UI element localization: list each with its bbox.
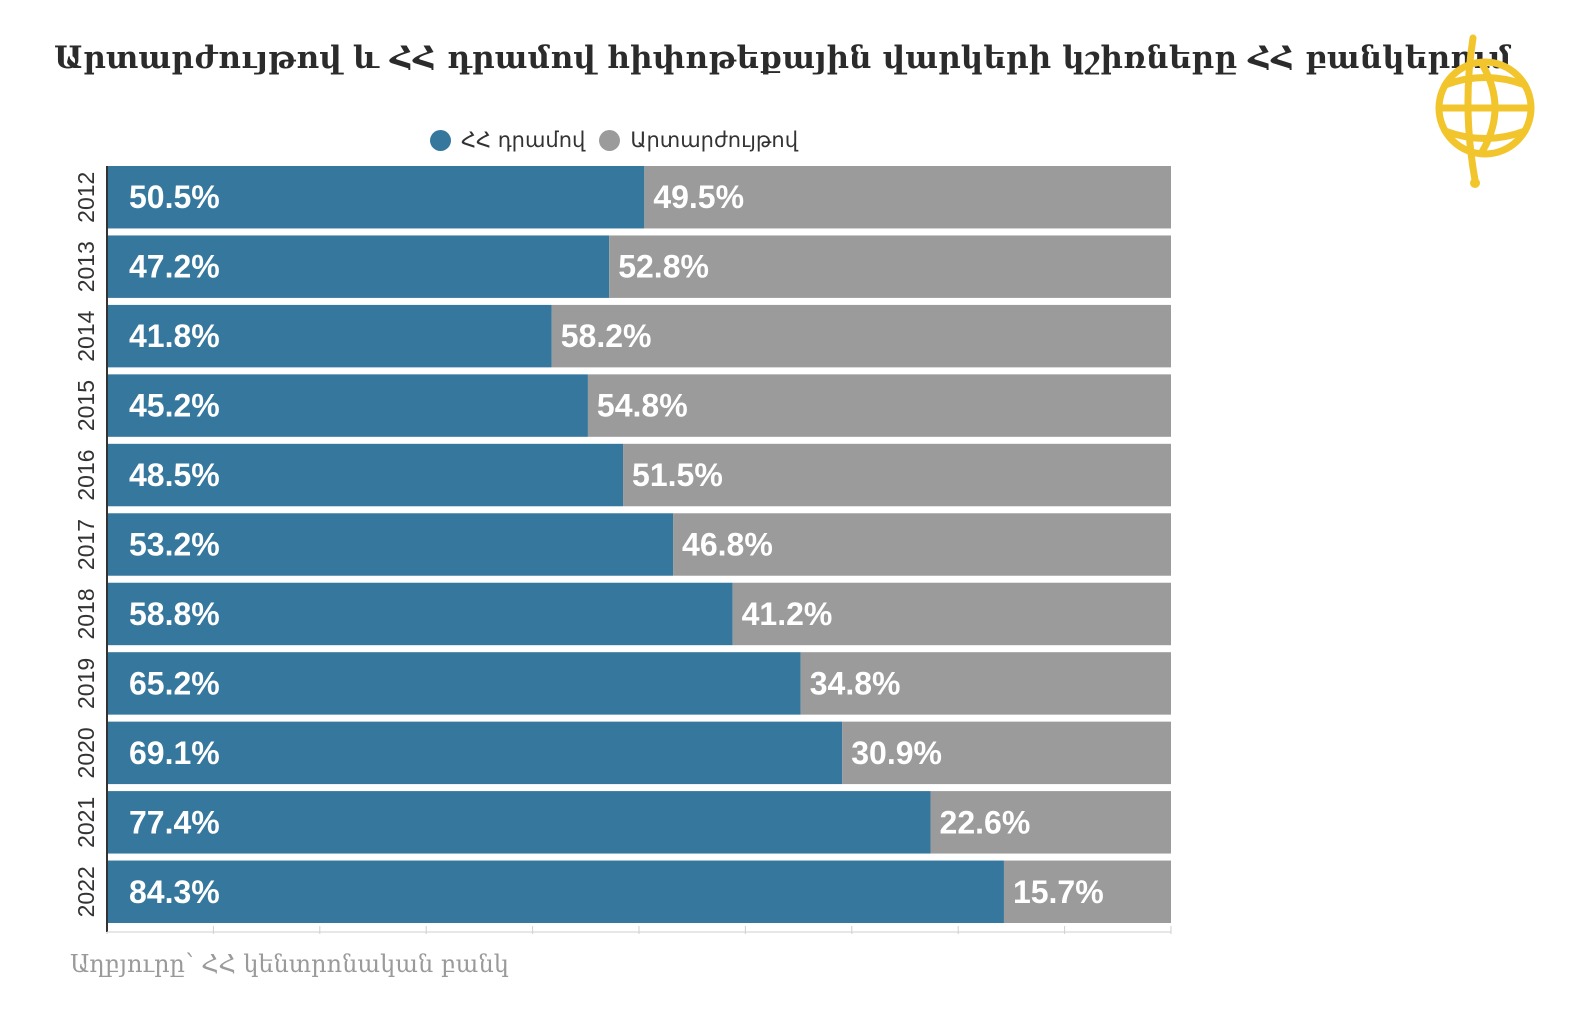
bar-fx-2021	[930, 791, 1171, 854]
bar-fx-2012	[644, 166, 1171, 229]
bar-amd-2021	[107, 791, 931, 854]
y-tick-label-2018: 2018	[73, 588, 99, 639]
data-label-amd-2018: 58.8%	[129, 596, 220, 632]
bar-amd-2018	[107, 582, 733, 646]
bar-amd-2015	[107, 374, 588, 437]
data-label-amd-2013: 47.2%	[129, 249, 220, 285]
bar-fx-2019	[800, 652, 1171, 715]
y-tick-label-2022: 2022	[73, 866, 99, 917]
legend-swatch-amd	[430, 129, 451, 151]
bar-fx-2015	[587, 374, 1171, 437]
y-tick-label-2021: 2021	[73, 797, 99, 848]
legend: ՀՀ դրամով Արտարժույթով	[430, 128, 812, 152]
globe-logo-icon	[1435, 34, 1535, 188]
data-label-fx-2012: 49.5%	[653, 179, 744, 215]
bar-fx-2018	[732, 582, 1171, 646]
data-label-fx-2022: 15.7%	[1013, 874, 1104, 910]
data-label-amd-2017: 53.2%	[129, 527, 220, 563]
bar-amd-2012	[107, 166, 645, 229]
data-label-fx-2014: 58.2%	[561, 318, 652, 354]
bar-amd-2014	[107, 304, 552, 368]
data-label-fx-2015: 54.8%	[597, 388, 688, 424]
data-label-fx-2021: 22.6%	[940, 804, 1031, 840]
source-note: Աղբյուրը՝ ՀՀ կենտրոնական բանկ	[70, 950, 509, 978]
data-label-amd-2015: 45.2%	[129, 388, 220, 424]
y-tick-label-2015: 2015	[73, 380, 99, 431]
y-tick-label-2016: 2016	[73, 449, 99, 500]
y-tick-label-2012: 2012	[73, 172, 99, 223]
bar-fx-2014	[551, 304, 1171, 368]
data-label-amd-2021: 77.4%	[129, 804, 220, 840]
data-label-fx-2018: 41.2%	[742, 596, 833, 632]
y-tick-label-2019: 2019	[73, 658, 99, 709]
bar-fx-2013	[609, 235, 1171, 298]
y-tick-label-2013: 2013	[73, 241, 99, 292]
data-label-amd-2019: 65.2%	[129, 665, 220, 701]
legend-label-amd: ՀՀ դրամով	[461, 128, 586, 152]
data-label-amd-2020: 69.1%	[129, 735, 220, 771]
y-tick-label-2014: 2014	[73, 310, 99, 361]
data-label-fx-2017: 46.8%	[682, 527, 773, 563]
bar-amd-2020	[107, 721, 843, 785]
chart-title: Արտարժույթով և ՀՀ դրամով հիփոթեքային վար…	[54, 40, 1512, 76]
data-label-amd-2012: 50.5%	[129, 179, 220, 215]
legend-item-fx: Արտարժույթով	[599, 128, 798, 152]
data-label-fx-2013: 52.8%	[618, 249, 709, 285]
data-label-amd-2016: 48.5%	[129, 457, 220, 493]
bar-amd-2019	[107, 652, 801, 715]
bar-fx-2020	[842, 721, 1171, 785]
bar-amd-2013	[107, 235, 610, 298]
data-label-amd-2014: 41.8%	[129, 318, 220, 354]
data-label-fx-2016: 51.5%	[632, 457, 723, 493]
data-label-amd-2022: 84.3%	[129, 874, 220, 910]
bar-fx-2022	[1003, 860, 1171, 923]
bar-fx-2016	[623, 443, 1171, 507]
data-label-fx-2020: 30.9%	[851, 735, 942, 771]
bar-amd-2016	[107, 443, 624, 507]
y-tick-label-2020: 2020	[73, 727, 99, 778]
bar-amd-2017	[107, 513, 674, 576]
y-tick-label-2017: 2017	[73, 519, 99, 570]
bar-amd-2022	[107, 860, 1004, 923]
bar-fx-2017	[673, 513, 1171, 576]
legend-item-amd: ՀՀ դրամով	[430, 128, 585, 152]
legend-label-fx: Արտարժույթով	[630, 128, 799, 152]
data-label-fx-2019: 34.8%	[810, 665, 901, 701]
legend-swatch-fx	[599, 129, 621, 151]
